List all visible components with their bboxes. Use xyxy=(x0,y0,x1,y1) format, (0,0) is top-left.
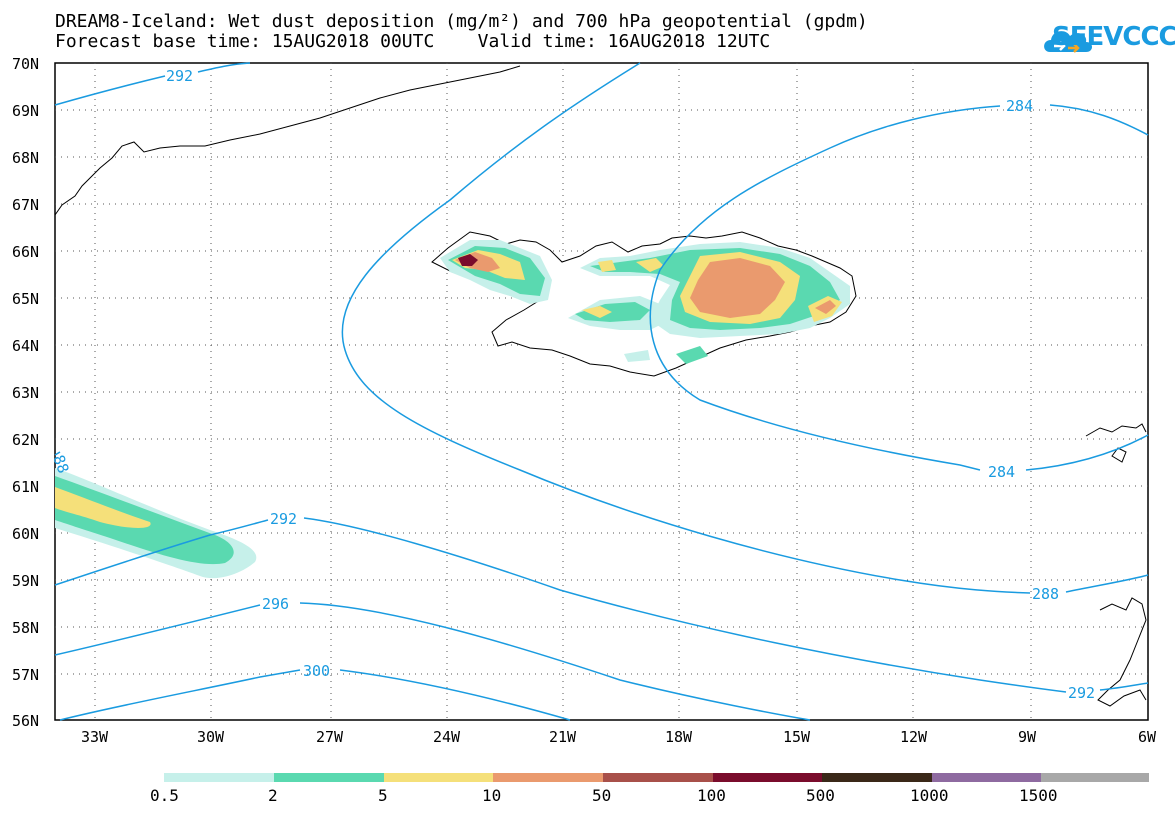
colorbar-label: 1500 xyxy=(1019,786,1058,805)
contour-label-300: 300 xyxy=(303,662,330,680)
longitude-labels: 33W 30W 27W 24W 21W 18W 15W 12W 9W 6W xyxy=(81,728,1157,746)
colorbar-swatch xyxy=(274,773,384,782)
colorbar-swatch xyxy=(384,773,493,782)
lat-label: 57N xyxy=(12,666,39,684)
lat-label: 59N xyxy=(12,572,39,590)
lat-label: 56N xyxy=(12,712,39,730)
lat-label: 58N xyxy=(12,619,39,637)
lon-label: 12W xyxy=(900,728,928,746)
colorbar-label: 5 xyxy=(378,786,388,805)
colorbar-swatch xyxy=(603,773,713,782)
colorbar-swatch xyxy=(822,773,932,782)
dust-iceland xyxy=(440,240,850,364)
colorbar: 0.5 2 5 10 50 100 500 1000 1500 xyxy=(150,773,1149,805)
contour-label-284-bottom: 284 xyxy=(988,463,1015,481)
lat-label: 63N xyxy=(12,384,39,402)
lon-label: 30W xyxy=(197,728,225,746)
colorbar-label: 100 xyxy=(697,786,726,805)
colorbar-swatch xyxy=(713,773,822,782)
lon-label: 21W xyxy=(549,728,577,746)
lon-label: 9W xyxy=(1018,728,1037,746)
lat-label: 69N xyxy=(12,102,39,120)
greenland-coastline xyxy=(54,65,521,216)
lat-label: 68N xyxy=(12,149,39,167)
colorbar-swatch xyxy=(493,773,603,782)
latitude-labels: 70N 69N 68N 67N 66N 65N 64N 63N 62N 61N … xyxy=(12,55,39,730)
contour-label-288-right: 288 xyxy=(1032,585,1059,603)
contour-label-284-top: 284 xyxy=(1006,97,1033,115)
contour-label-292-mid: 292 xyxy=(270,510,297,528)
lat-label: 67N xyxy=(12,196,39,214)
lat-label: 64N xyxy=(12,337,39,355)
contour-label-288-left: 88 xyxy=(49,453,72,476)
colorbar-label: 2 xyxy=(268,786,278,805)
geopotential-contours xyxy=(54,62,1149,721)
contour-label-292-top: 292 xyxy=(166,67,193,85)
colorbar-swatch xyxy=(164,773,274,782)
lon-label: 27W xyxy=(316,728,344,746)
cloud-logo-icon xyxy=(1044,31,1092,53)
contour-labels: 292 284 284 88 288 292 292 296 300 xyxy=(49,67,1095,702)
lat-label: 66N xyxy=(12,243,39,261)
colorbar-swatch xyxy=(1041,773,1149,782)
lat-label: 70N xyxy=(12,55,39,73)
lon-label: 6W xyxy=(1138,728,1157,746)
colorbar-label: 50 xyxy=(592,786,611,805)
scotland-coastline xyxy=(1085,423,1147,707)
lat-label: 62N xyxy=(12,431,39,449)
colorbar-label: 500 xyxy=(806,786,835,805)
colorbar-swatch xyxy=(932,773,1041,782)
map-title-line1: DREAM8-Iceland: Wet dust deposition (mg/… xyxy=(55,11,868,32)
map-title-line2: Forecast base time: 15AUG2018 00UTC Vali… xyxy=(55,31,771,52)
contour-label-296: 296 xyxy=(262,595,289,613)
lat-label: 61N xyxy=(12,478,39,496)
lon-label: 24W xyxy=(433,728,461,746)
lat-label: 60N xyxy=(12,525,39,543)
lon-label: 15W xyxy=(783,728,811,746)
lon-label: 18W xyxy=(665,728,693,746)
colorbar-label: 0.5 xyxy=(150,786,179,805)
colorbar-label: 1000 xyxy=(910,786,949,805)
lat-label: 65N xyxy=(12,290,39,308)
colorbar-label: 10 xyxy=(482,786,501,805)
logo-text: SEEVCCC xyxy=(1052,22,1175,52)
contour-label-292-right: 292 xyxy=(1068,684,1095,702)
lon-label: 33W xyxy=(81,728,109,746)
